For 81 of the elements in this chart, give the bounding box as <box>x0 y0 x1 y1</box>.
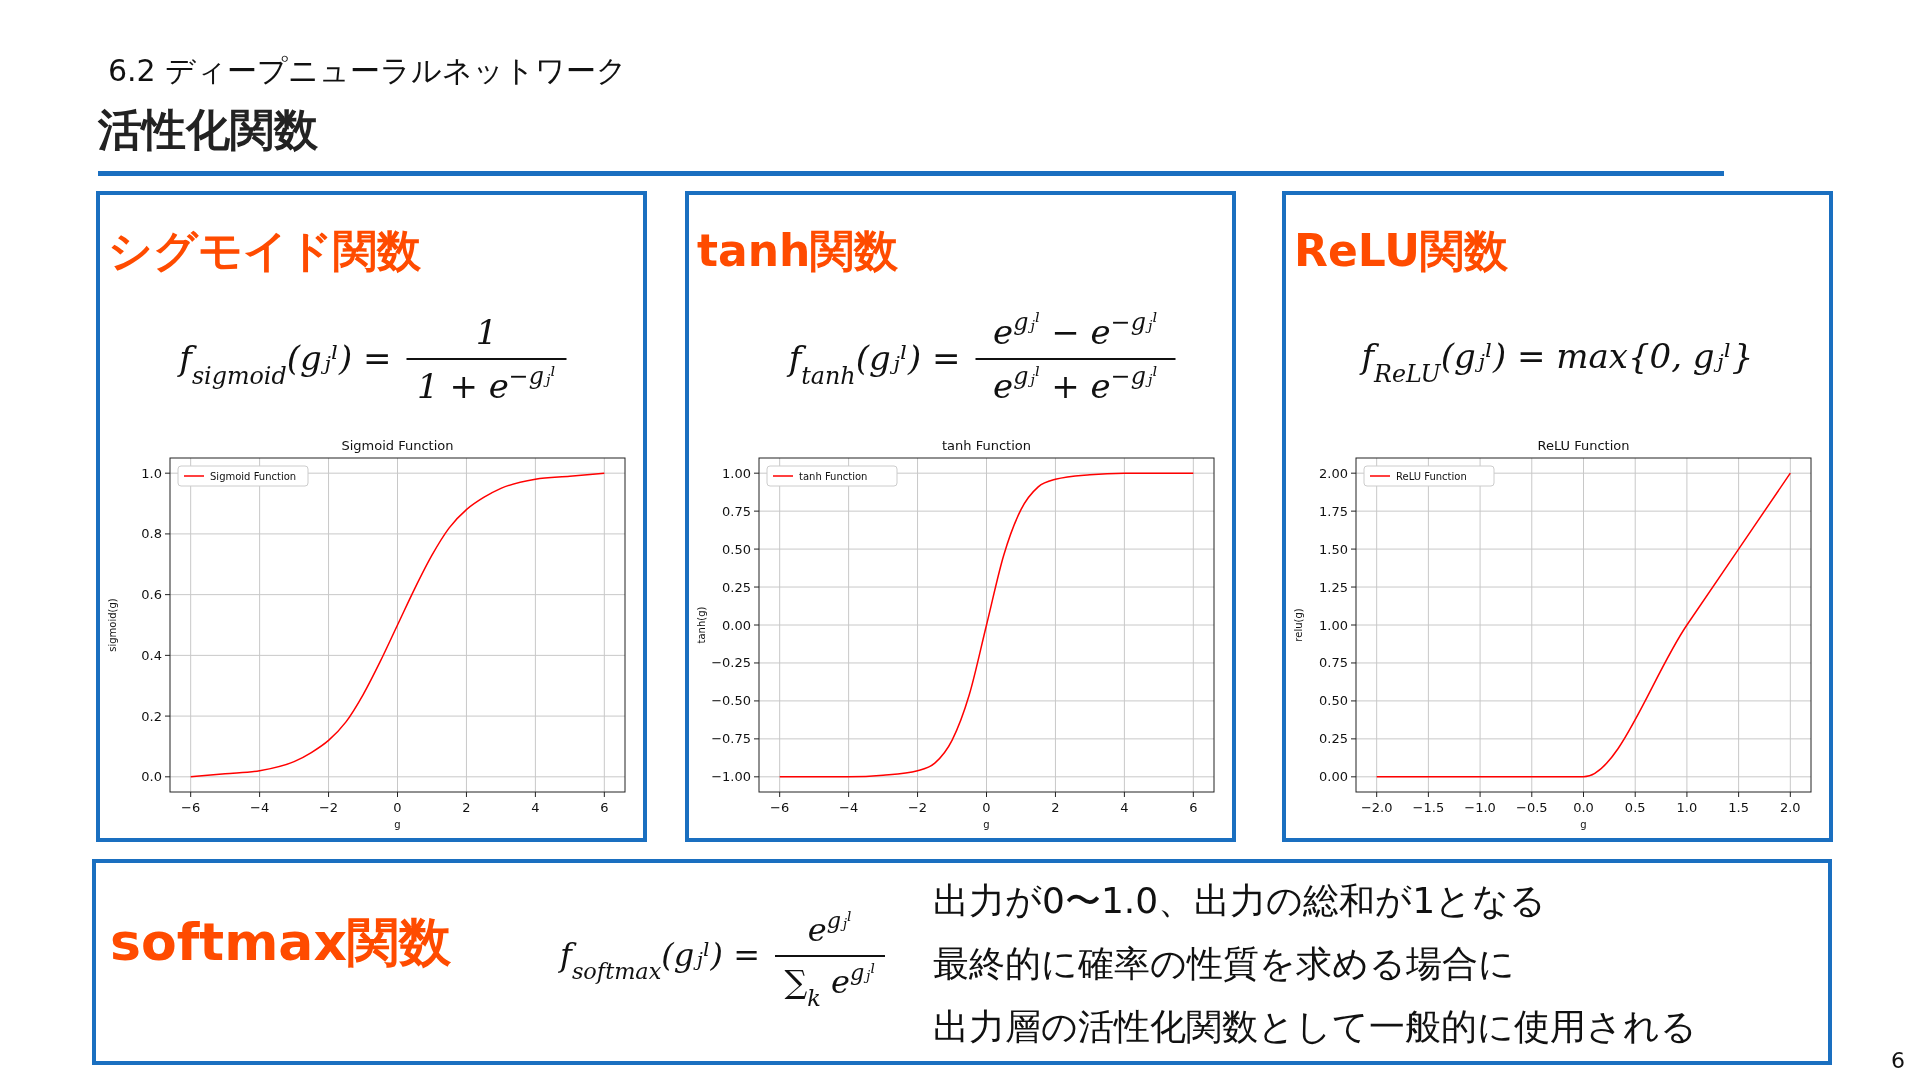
x-tick-label: 0 <box>393 800 402 815</box>
y-axis-title: relu(g) <box>1293 608 1304 642</box>
x-tick-label: 1.5 <box>1728 800 1749 815</box>
y-tick-label: 0.4 <box>141 647 162 663</box>
text: e$^{gⱼˡ}$ − e$^{−gⱼˡ}$ <box>993 308 1158 352</box>
y-tick-label: 0.8 <box>141 526 162 542</box>
x-tick-label: 0 <box>982 800 991 815</box>
x-tick-label: 2 <box>1051 800 1060 815</box>
y-tick-label: 0.75 <box>1319 655 1348 671</box>
text: 活性化関数 <box>97 104 319 155</box>
text: 出力が0〜1.0、出力の総和が1となる <box>933 880 1547 921</box>
y-tick-label: 1.25 <box>1319 579 1348 595</box>
y-tick-label: −0.75 <box>711 731 751 747</box>
y-tick-label: 0.25 <box>722 579 751 595</box>
legend-label: Sigmoid Function <box>210 471 297 482</box>
chart-title: Sigmoid Function <box>341 438 454 453</box>
x-tick-label: −1.0 <box>1464 800 1496 815</box>
y-tick-label: 0.00 <box>722 617 751 633</box>
x-tick-label: 4 <box>1120 800 1129 815</box>
text: ReLU関数 <box>1294 225 1509 276</box>
text: f$_{ReLU}$(gⱼˡ) = max{0, gⱼˡ} <box>1358 336 1754 388</box>
x-tick-label: −6 <box>770 800 790 815</box>
y-tick-label: 1.75 <box>1319 503 1348 519</box>
y-tick-label: 0.00 <box>1319 769 1348 785</box>
y-tick-label: −0.50 <box>711 693 751 709</box>
x-tick-label: −4 <box>250 800 270 815</box>
text: f$_{softmax}$(gⱼˡ) = <box>558 936 760 985</box>
text: softmax関数 <box>110 912 452 972</box>
y-tick-label: 0.6 <box>141 587 162 603</box>
y-tick-label: 0.50 <box>722 541 751 557</box>
y-tick-label: −1.00 <box>711 769 751 785</box>
x-tick-label: 2.0 <box>1779 800 1801 815</box>
x-tick-label: 0.0 <box>1573 800 1594 815</box>
chart-title: ReLU Function <box>1537 438 1630 453</box>
y-tick-label: 0.25 <box>1319 731 1348 747</box>
line-series <box>189 472 606 778</box>
y-tick-label: 0.2 <box>141 708 162 724</box>
text: f$_{tanh}$(gⱼˡ) = <box>785 337 961 390</box>
x-tick-label: 6 <box>600 800 609 815</box>
text: シグモイド関数 <box>108 225 422 276</box>
y-tick-label: 1.50 <box>1319 541 1348 557</box>
x-tick-label: −1.5 <box>1412 800 1445 815</box>
text: e$^{gⱼˡ}$ + e$^{−gⱼˡ}$ <box>993 362 1158 406</box>
y-axis-title: tanh(g) <box>696 606 707 644</box>
text: 6.2 ディープニューラルネットワーク <box>108 53 628 88</box>
x-tick-label: −2.0 <box>1360 800 1393 815</box>
text: 1 <box>475 312 498 352</box>
chart-title: tanh Function <box>942 438 1031 453</box>
x-tick-label: 2 <box>462 800 471 815</box>
y-tick-label: 1.00 <box>1319 617 1348 633</box>
text: ∑$_{k}$ e$^{gⱼˡ}$ <box>784 959 876 1011</box>
y-tick-label: −0.25 <box>711 655 751 671</box>
x-tick-label: 4 <box>531 800 540 815</box>
x-tick-label: 0.5 <box>1624 800 1646 815</box>
text: 出力層の活性化関数として一般的に使用される <box>933 1006 1697 1047</box>
y-tick-label: 0.0 <box>141 769 162 785</box>
y-tick-label: 1.0 <box>141 465 162 481</box>
text: e$^{gⱼˡ}$ <box>807 907 853 949</box>
line-series <box>778 472 1195 778</box>
x-tick-label: −0.5 <box>1516 800 1548 815</box>
x-axis-title: g <box>983 819 990 830</box>
y-tick-label: 1.00 <box>722 465 751 481</box>
x-tick-label: −2 <box>907 800 928 815</box>
x-tick-label: −6 <box>181 800 201 815</box>
y-axis-title: sigmoid(g) <box>107 598 118 652</box>
text: 1 + e$^{−gⱼˡ}$ <box>416 362 557 406</box>
x-axis-title: g <box>394 819 401 830</box>
y-tick-label: 0.50 <box>1319 693 1348 709</box>
y-tick-label: 0.75 <box>722 503 751 519</box>
text: tanh関数 <box>697 225 900 276</box>
x-tick-label: −2 <box>318 800 339 815</box>
text: f$_{sigmoid}$(gⱼˡ) = <box>176 337 392 390</box>
x-axis-title: g <box>1580 819 1587 830</box>
x-tick-label: 6 <box>1189 800 1198 815</box>
text: 最終的に確率の性質を求める場合に <box>933 943 1515 984</box>
x-tick-label: −4 <box>839 800 859 815</box>
y-tick-label: 2.00 <box>1319 465 1348 481</box>
legend-label: tanh Function <box>799 471 868 482</box>
legend-label: ReLU Function <box>1396 471 1467 482</box>
text: 6 <box>1891 1048 1905 1073</box>
x-tick-label: 1.0 <box>1676 800 1698 815</box>
